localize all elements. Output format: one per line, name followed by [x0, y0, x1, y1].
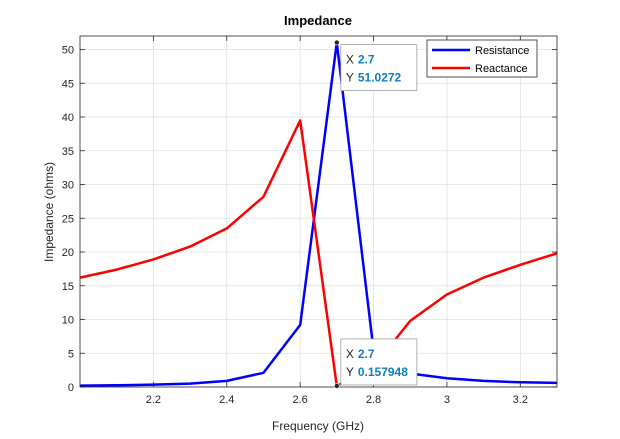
x-tick-label: 3: [444, 394, 450, 406]
datatip-x-value: 2.7: [358, 347, 375, 361]
axes-background: [80, 36, 557, 387]
legend-label-resistance: Resistance: [475, 45, 529, 57]
datatip-x-label: X: [346, 347, 354, 361]
y-tick-label: 30: [62, 180, 74, 192]
x-axis-label: Frequency (GHz): [272, 419, 364, 433]
datatip-x-value: 2.7: [358, 53, 375, 67]
y-tick-label: 45: [62, 78, 74, 90]
datatip-1[interactable]: X 2.7 Y 51.0272: [334, 39, 418, 91]
datatip-y-label: Y: [346, 365, 354, 379]
datatip-marker: [334, 383, 340, 389]
y-tick-label: 15: [62, 281, 74, 293]
axes-box: [79, 35, 558, 388]
datatip-y-value: 51.0272: [358, 71, 402, 85]
legend-box: [426, 39, 538, 78]
chart-title: Impedance: [284, 13, 352, 28]
y-tick-label: 20: [62, 247, 74, 259]
x-tick-label: 2.6: [293, 394, 308, 406]
y-tick-label: 0: [68, 382, 74, 394]
datatip-x-label: X: [346, 53, 354, 67]
x-tick-label: 2.4: [219, 394, 234, 406]
plot-area: 2.2 2.4 2.6 2.8 3 3.2 0 5 10 15 20 25 30 35 40 45 50: [62, 35, 558, 406]
datatip-marker: [334, 39, 340, 46]
x-tick-label: 2.8: [366, 394, 381, 406]
y-tick-label: 40: [62, 112, 74, 124]
legend[interactable]: Resistance Reactance: [426, 39, 538, 78]
y-tick-label: 10: [62, 315, 74, 327]
y-axis-label: Impedance (ohms): [42, 162, 56, 262]
y-tick-label: 35: [62, 146, 74, 158]
datatip-2[interactable]: X 2.7 Y 0.157948: [334, 338, 418, 389]
datatip-y-value: 0.157948: [358, 365, 408, 379]
legend-label-reactance: Reactance: [475, 63, 528, 75]
datatips[interactable]: X 2.7 Y 51.0272 X 2.7 Y 0.157948: [334, 39, 418, 389]
y-tick-label: 25: [62, 213, 74, 225]
series-line-resistance[interactable]: [79, 41, 558, 387]
datatip-box: [340, 338, 418, 386]
series-line-reactance[interactable]: [79, 119, 558, 388]
datatip-box: [340, 44, 418, 91]
x-tick-label: 2.2: [146, 394, 161, 406]
series-layer: [79, 41, 558, 388]
y-tick-label: 5: [68, 348, 74, 360]
y-axis: 0 5 10 15 20 25 30 35 40 45 50: [62, 45, 557, 394]
x-axis: 2.2 2.4 2.6 2.8 3 3.2: [146, 36, 528, 406]
y-tick-label: 50: [62, 45, 74, 57]
datatip-y-label: Y: [346, 71, 354, 85]
x-tick-label: 3.2: [513, 394, 528, 406]
